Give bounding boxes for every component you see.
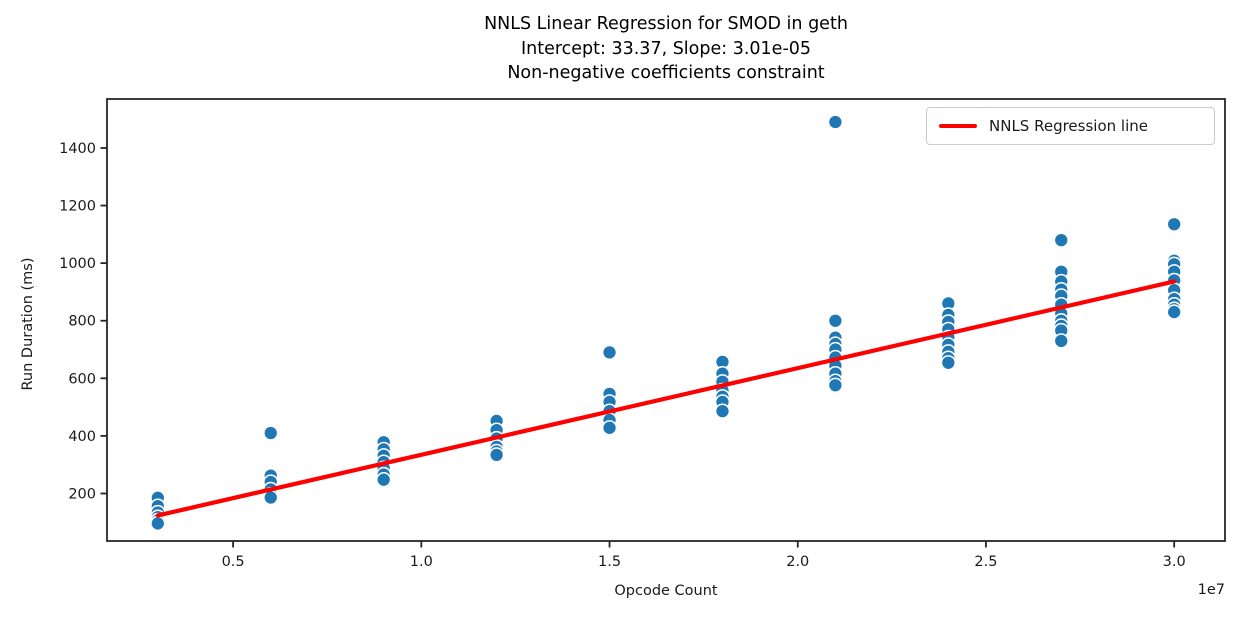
scatter-point <box>601 344 618 361</box>
regression-line <box>155 279 1177 518</box>
legend-label: NNLS Regression line <box>989 117 1148 135</box>
legend: NNLS Regression line <box>926 107 1215 145</box>
figure-title-line-2: Intercept: 33.37, Slope: 3.01e-05 <box>520 38 812 59</box>
scatter-point <box>1166 304 1182 320</box>
scatter-point <box>827 313 844 329</box>
scatter-point <box>714 403 731 419</box>
x-axis-offset-label: 1e7 <box>1197 582 1225 598</box>
y-tick-label: 1200 <box>59 199 96 215</box>
y-tick-label: 200 <box>68 486 96 502</box>
scatter-point <box>827 377 844 393</box>
y-tick-label: 800 <box>68 314 96 330</box>
scatter-point <box>1053 232 1069 248</box>
figure-title-line-3: Non-negative coefficients constraint <box>507 63 825 83</box>
scatter-point <box>940 355 956 371</box>
y-tick-label: 1400 <box>59 141 96 157</box>
y-tick-label: 1000 <box>59 256 96 272</box>
figure-title-line-1: NNLS Linear Regression for SMOD in geth <box>484 14 848 34</box>
x-tick-label: 1.5 <box>598 554 621 570</box>
scatter-point <box>263 425 279 441</box>
scatter-point <box>488 447 505 463</box>
scatter-point <box>601 420 618 436</box>
scatter-point <box>1166 216 1182 232</box>
legend-line-sample <box>939 124 977 128</box>
x-tick-label: 0.5 <box>222 554 245 570</box>
figure-title: NNLS Linear Regression for SMOD in geth … <box>107 12 1225 86</box>
scatter-point <box>150 515 166 532</box>
scatter-point <box>1053 333 1069 349</box>
y-tick-label: 600 <box>68 371 96 387</box>
scatter-point <box>827 114 844 130</box>
y-tick-label: 400 <box>68 429 96 445</box>
x-tick-label: 2.0 <box>786 554 809 570</box>
x-tick-label: 2.5 <box>974 554 997 570</box>
x-axis-label: Opcode Count <box>614 583 718 599</box>
x-tick-label: 1.0 <box>410 554 433 570</box>
x-tick-label: 3.0 <box>1163 554 1186 570</box>
scatter-point <box>376 472 392 488</box>
y-axis-label: Run Duration (ms) <box>20 257 36 391</box>
